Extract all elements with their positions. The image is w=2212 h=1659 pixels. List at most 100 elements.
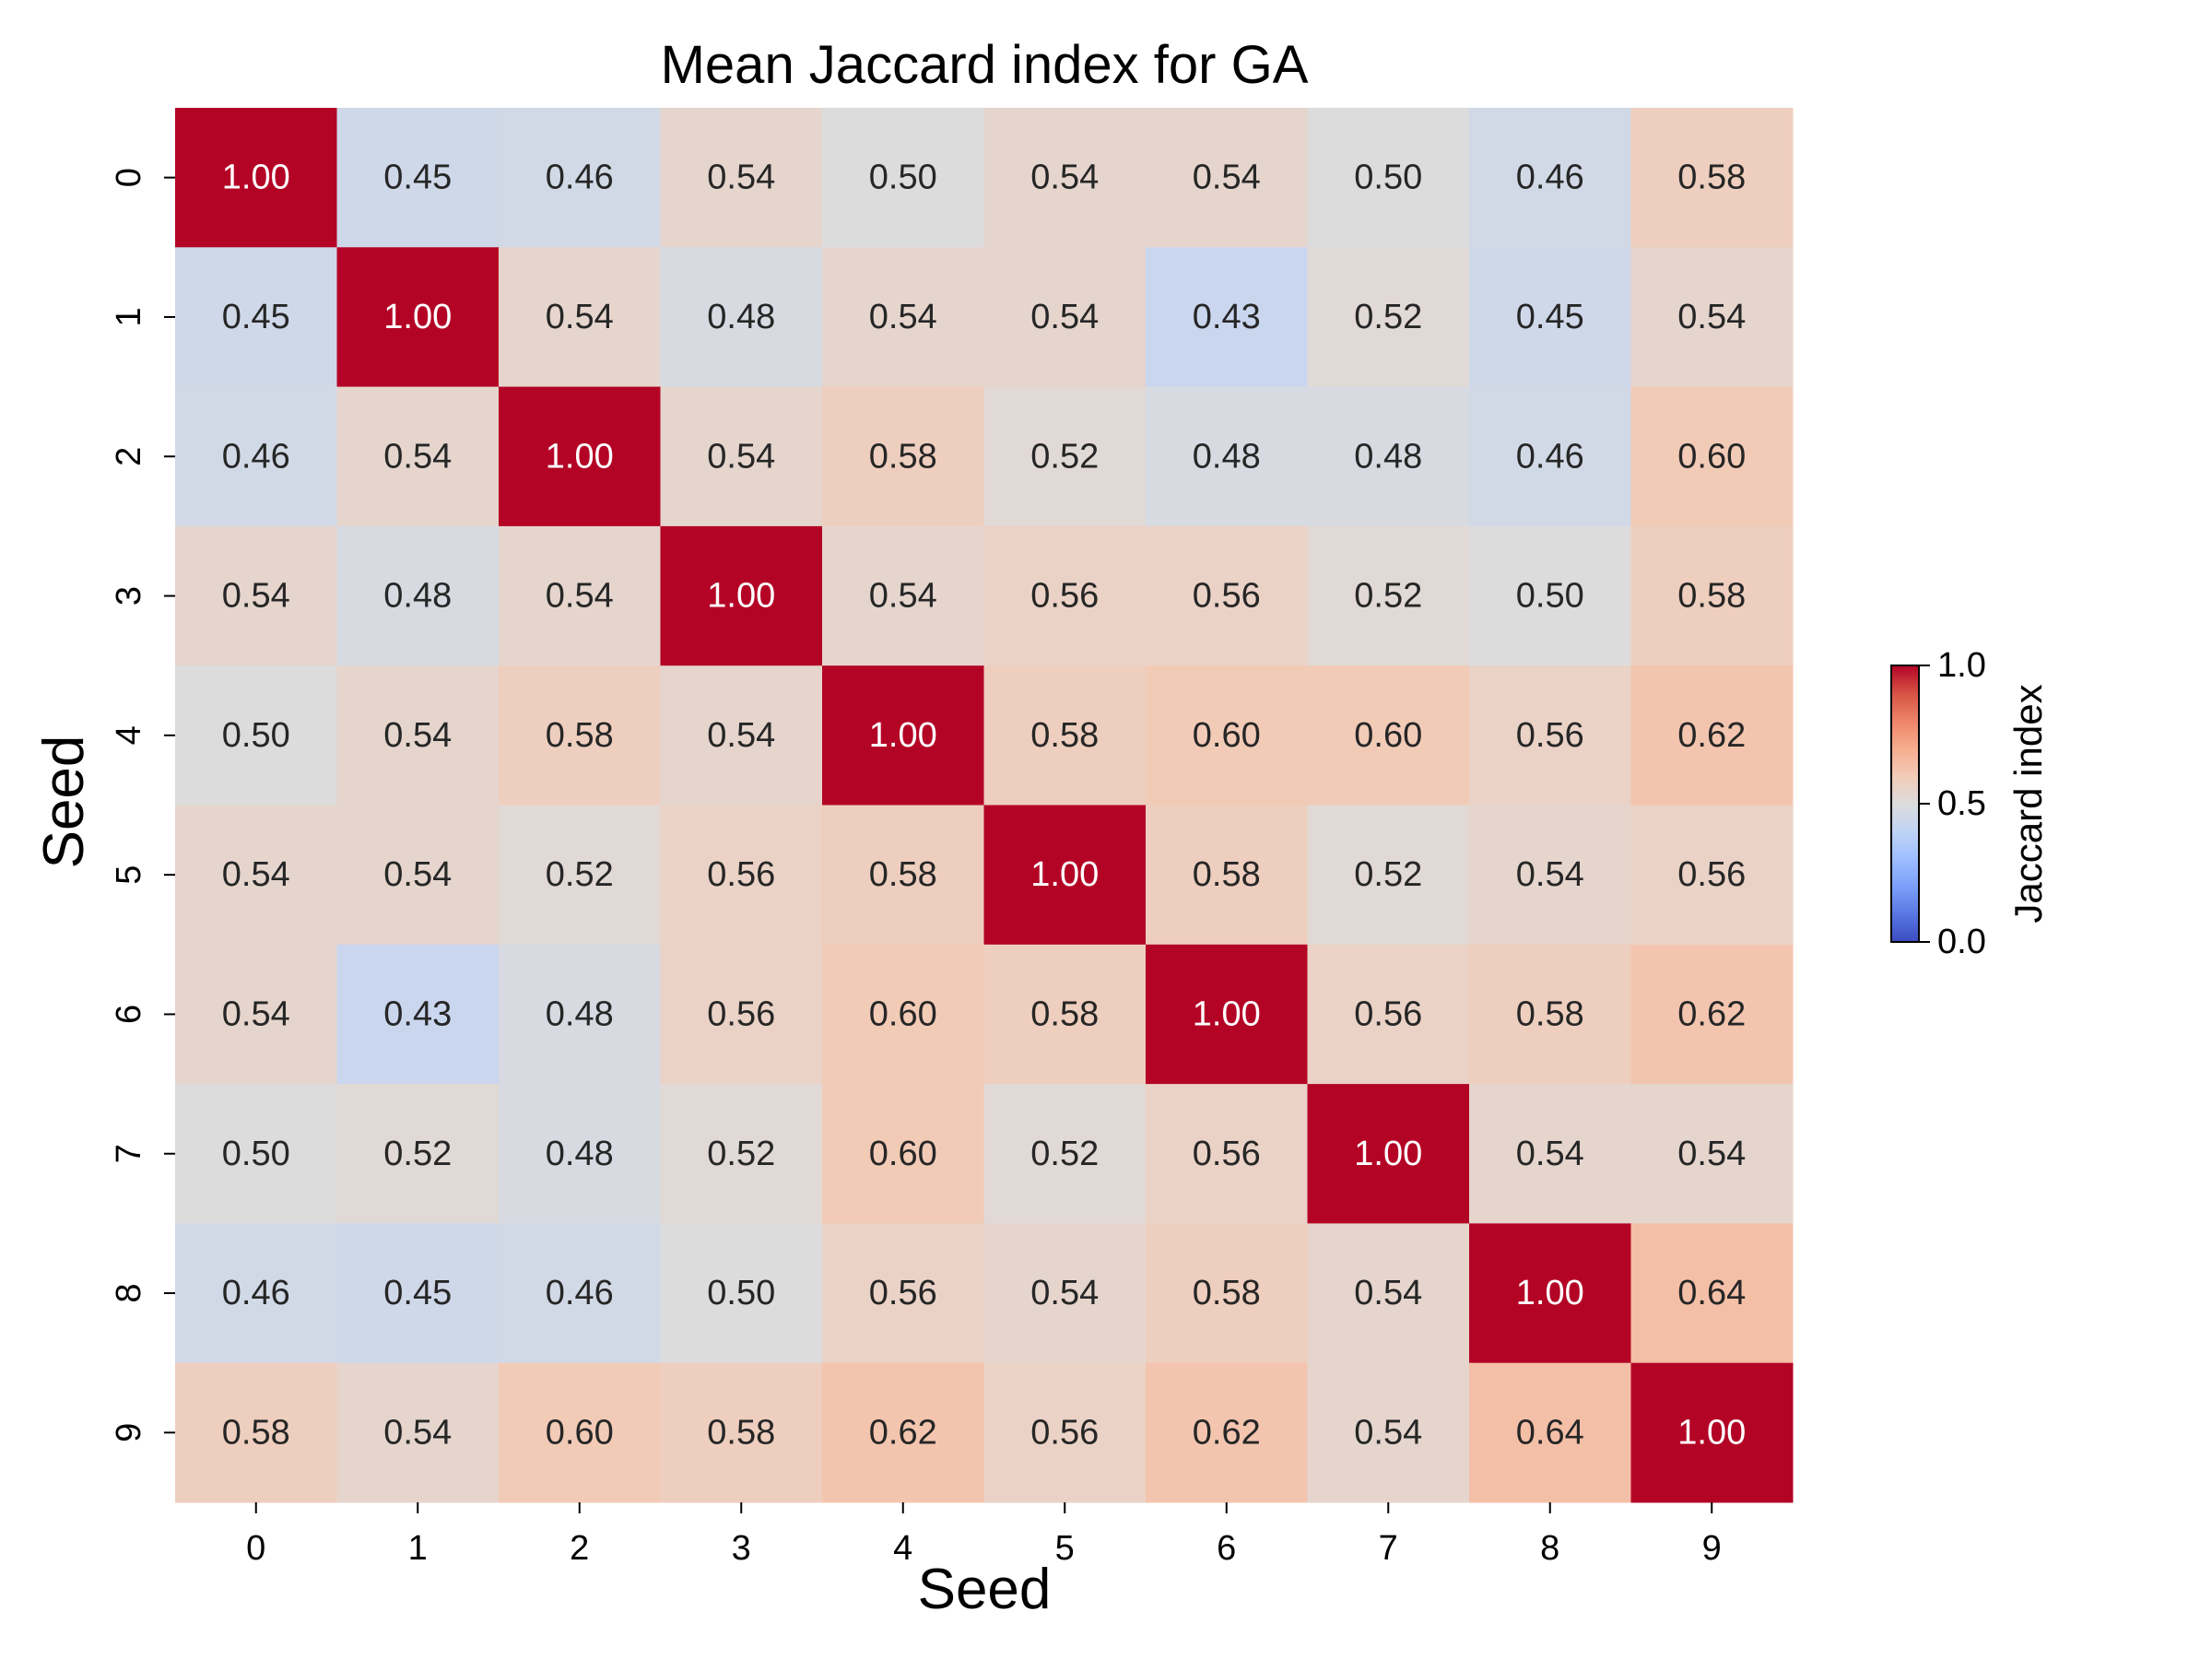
y-axis-ticks: 0 1 2 3 4 5 6 7 8 9 <box>110 168 175 1442</box>
y-tick-label: 9 <box>110 1423 148 1442</box>
y-tick-label: 2 <box>110 447 148 466</box>
cell-value-label: 0.54 <box>383 855 452 894</box>
heatmap-cell <box>1307 247 1470 388</box>
heatmap-cell <box>1469 247 1631 388</box>
cell-value-label: 0.46 <box>546 1274 614 1312</box>
cell-value-label: 0.54 <box>383 1413 452 1452</box>
cell-value-label: 0.52 <box>1030 437 1099 476</box>
heatmap-cell <box>1469 665 1631 806</box>
heatmap-cell <box>1307 1084 1470 1224</box>
heatmap-cell <box>336 108 500 248</box>
y-tick-label: 7 <box>110 1144 148 1163</box>
cell-value-label: 1.00 <box>546 437 614 476</box>
x-tick-label: 7 <box>1379 1529 1398 1568</box>
y-tick-label: 0 <box>110 168 148 187</box>
cell-value-label: 0.58 <box>546 716 614 755</box>
cell-value-label: 0.45 <box>383 1274 452 1312</box>
cell-value-label: 0.56 <box>1354 994 1422 1033</box>
cell-value-label: 0.46 <box>222 437 290 476</box>
cell-value-label: 0.58 <box>1193 855 1261 894</box>
y-tick-label: 3 <box>110 586 148 606</box>
heatmap-cell <box>1469 108 1631 248</box>
heatmap-cell <box>499 1223 661 1364</box>
heatmap-cell <box>822 108 984 248</box>
heatmap-cell <box>1469 1084 1631 1224</box>
cell-value-label: 0.50 <box>1516 577 1584 616</box>
cell-value-label: 0.52 <box>707 1135 775 1173</box>
heatmap-cell <box>499 247 661 388</box>
cell-value-label: 0.64 <box>1516 1413 1584 1452</box>
chart-title: Mean Jaccard index for GA <box>661 35 1309 95</box>
cell-value-label: 1.00 <box>1193 994 1261 1033</box>
x-tick-label: 8 <box>1540 1529 1559 1568</box>
heatmap-cell <box>336 386 500 527</box>
heatmap-cell <box>336 525 500 666</box>
heatmap-cell <box>1146 108 1308 248</box>
y-axis-label: Seed <box>32 735 96 869</box>
heatmap-cell <box>1630 386 1794 527</box>
cell-value-label: 0.56 <box>1677 855 1746 894</box>
colorbar-ticks: 0.0 0.5 1.0 <box>1919 646 1986 961</box>
cell-value-label: 0.60 <box>869 1135 937 1173</box>
cell-value-label: 0.54 <box>383 716 452 755</box>
cell-value-label: 0.50 <box>869 159 937 197</box>
heatmap-cell <box>983 665 1147 806</box>
cell-value-label: 0.54 <box>869 298 937 336</box>
cell-value-label: 0.52 <box>1354 855 1422 894</box>
heatmap-cell <box>660 665 823 806</box>
heatmap-cell <box>1307 944 1470 1085</box>
x-tick-label: 2 <box>570 1529 589 1568</box>
heatmap-cell <box>1307 1223 1470 1364</box>
cell-value-label: 0.54 <box>869 577 937 616</box>
heatmap-cell <box>1146 1223 1308 1364</box>
cell-value-label: 0.54 <box>222 855 290 894</box>
heatmap-cell <box>660 1084 823 1224</box>
cell-value-label: 0.58 <box>707 1413 775 1452</box>
x-tick-label: 1 <box>408 1529 428 1568</box>
cell-value-label: 0.48 <box>383 577 452 616</box>
cell-value-label: 0.54 <box>707 159 775 197</box>
heatmap-cell <box>1146 525 1308 666</box>
cell-value-label: 0.54 <box>1516 1135 1584 1173</box>
heatmap-cell <box>660 386 823 527</box>
heatmap-cell <box>983 108 1147 248</box>
y-tick-label: 8 <box>110 1283 148 1302</box>
heatmap-cell <box>822 525 984 666</box>
cell-value-label: 0.54 <box>383 437 452 476</box>
cell-value-label: 0.43 <box>383 994 452 1033</box>
x-tick-label: 0 <box>246 1529 265 1568</box>
cell-value-label: 1.00 <box>1516 1274 1584 1312</box>
heatmap-cell <box>1146 1362 1308 1503</box>
heatmap-cell <box>1307 108 1470 248</box>
heatmap-cell <box>1469 944 1631 1085</box>
x-tick-label: 5 <box>1055 1529 1075 1568</box>
cell-value-label: 0.52 <box>1030 1135 1099 1173</box>
heatmap-cell <box>499 1084 661 1224</box>
heatmap-cell <box>499 108 661 248</box>
heatmap-cell <box>175 665 337 806</box>
cell-value-label: 0.54 <box>222 994 290 1033</box>
cell-value-label: 0.60 <box>1677 437 1746 476</box>
cell-value-label: 0.45 <box>1516 298 1584 336</box>
heatmap-cell <box>660 1223 823 1364</box>
heatmap-cell <box>336 1084 500 1224</box>
y-tick-label: 5 <box>110 865 148 885</box>
heatmap-cell <box>1307 665 1470 806</box>
cell-value-label: 0.56 <box>707 855 775 894</box>
cell-value-label: 0.48 <box>707 298 775 336</box>
x-tick-label: 4 <box>893 1529 912 1568</box>
cell-value-label: 0.56 <box>1030 1413 1099 1452</box>
cell-value-label: 0.48 <box>546 994 614 1033</box>
heatmap-cell <box>660 944 823 1085</box>
heatmap-cell <box>660 525 823 666</box>
heatmap-cell <box>1146 386 1308 527</box>
cell-value-label: 0.52 <box>1354 298 1422 336</box>
heatmap-cell <box>499 805 661 946</box>
y-tick-label: 6 <box>110 1005 148 1024</box>
heatmap-cell <box>983 386 1147 527</box>
heatmap-cell <box>175 386 337 527</box>
cell-value-label: 0.52 <box>1354 577 1422 616</box>
heatmap-cell <box>822 386 984 527</box>
heatmap-cell <box>983 805 1147 946</box>
cell-value-label: 0.54 <box>1030 1274 1099 1312</box>
